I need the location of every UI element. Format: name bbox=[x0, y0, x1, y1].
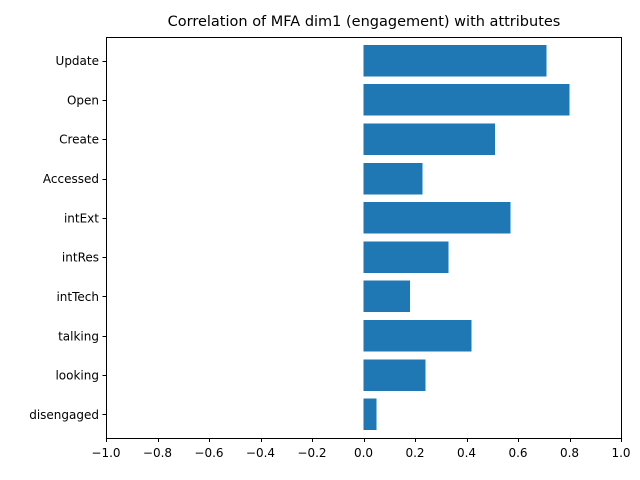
x-tick-label: −1.0 bbox=[91, 446, 120, 460]
bar-Create bbox=[363, 123, 495, 155]
axes-layer: −1.0 −0.8 −0.6 −0.4 −0.2 0.0 0.2 0.4 0.6 0.8 1.0 Up… bbox=[29, 37, 631, 460]
category-label-Create: Create bbox=[59, 133, 99, 147]
category-label-Accessed: Accessed bbox=[43, 172, 99, 186]
category-label-looking: looking bbox=[55, 369, 99, 383]
bar-disengaged bbox=[363, 398, 377, 431]
category-label-intRes: intRes bbox=[62, 251, 99, 265]
bar-intTech bbox=[363, 280, 410, 313]
category-label-talking: talking bbox=[58, 329, 99, 343]
x-tick-label: −0.6 bbox=[194, 446, 223, 460]
x-tick-label: 1.0 bbox=[611, 446, 630, 460]
bar-Open bbox=[363, 84, 570, 116]
x-tick-label: −0.8 bbox=[143, 446, 172, 460]
bar-Update bbox=[363, 44, 547, 77]
bars-layer bbox=[363, 44, 570, 431]
category-label-Update: Update bbox=[56, 54, 99, 68]
x-tick-label: 0.8 bbox=[560, 446, 579, 460]
chart-title: Correlation of MFA dim1 (engagement) wit… bbox=[168, 14, 561, 30]
bar-Accessed bbox=[363, 162, 423, 195]
bar-looking bbox=[363, 359, 426, 391]
category-label-Open: Open bbox=[67, 93, 99, 107]
category-label-intTech: intTech bbox=[56, 290, 99, 304]
bar-intRes bbox=[363, 241, 449, 273]
x-tick-label: 0.6 bbox=[508, 446, 527, 460]
category-label-disengaged: disengaged bbox=[29, 408, 99, 422]
x-tick-label: 0.4 bbox=[457, 446, 476, 460]
x-tick-label: −0.2 bbox=[297, 446, 326, 460]
x-tick-label: 0.2 bbox=[405, 446, 424, 460]
category-label-intExt: intExt bbox=[64, 211, 99, 225]
bar-intExt bbox=[363, 202, 511, 234]
bar-talking bbox=[363, 320, 472, 352]
x-tick-label: −0.4 bbox=[246, 446, 275, 460]
x-tick-label: 0.0 bbox=[354, 446, 373, 460]
